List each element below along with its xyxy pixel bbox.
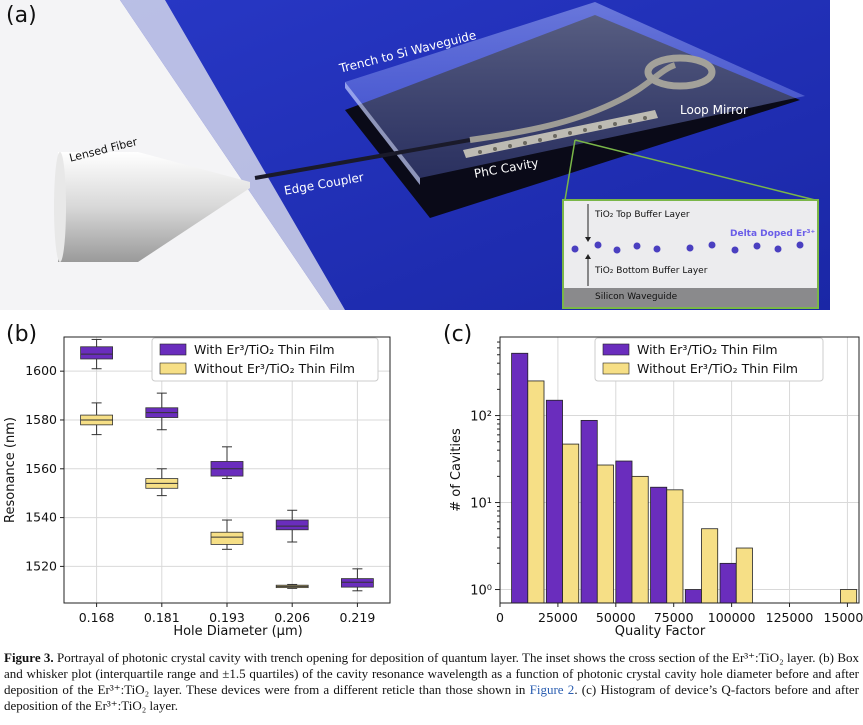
c-bar-with	[545, 399, 563, 604]
figure-caption: Figure 3. Portrayal of photonic crystal …	[4, 650, 859, 714]
c-bar-without	[562, 443, 580, 604]
c-bar-without	[666, 489, 684, 604]
b-xtick-label: 0.168	[79, 610, 115, 625]
c-xtick-label: 50000	[596, 610, 636, 625]
c-legend: With Er³/TiO₂ Thin Film Without Er³/TiO₂…	[594, 337, 824, 382]
erbium-ions	[571, 241, 804, 254]
b-legend-without: Without Er³/TiO₂ Thin Film	[194, 361, 355, 376]
b-ytick-label: 1560	[25, 461, 57, 476]
inset-top-buffer: TiO₂ Top Buffer Layer	[595, 210, 690, 220]
label-loop-mirror: Loop Mirror	[680, 103, 748, 117]
c-xlabel: Quality Factor	[615, 624, 706, 639]
c-bar-with	[615, 460, 633, 604]
c-xtick-label: 125000	[766, 610, 814, 625]
c-xtick-label: 25000	[538, 610, 578, 625]
b-box-rect	[210, 531, 244, 545]
b-legend-swatch-without	[159, 362, 187, 375]
b-xtick-label: 0.219	[340, 610, 376, 625]
inset-delta-doped: Delta Doped Er³⁺	[730, 229, 816, 239]
b-ytick-label: 1520	[25, 558, 57, 573]
b-ytick-label: 1600	[25, 363, 57, 378]
c-bar-with	[650, 486, 668, 604]
b-box-rect	[340, 578, 374, 588]
b-xtick-label: 0.206	[274, 610, 310, 625]
c-bar-with	[684, 589, 702, 604]
panel-a: (a) Trench to Si Waveguide Loop Mirror L…	[0, 0, 863, 310]
silicon-waveguide-path	[469, 62, 677, 143]
caption-tail: . (c) Histogram of device’s Q-factors be…	[4, 682, 859, 713]
c-legend-with: With Er³/TiO₂ Thin Film	[637, 342, 778, 357]
caption-title: Figure 3.	[4, 650, 54, 665]
c-bar-without	[631, 475, 649, 604]
c-bar-without	[701, 528, 719, 604]
c-bar-without	[527, 380, 545, 604]
c-bar-with	[580, 419, 598, 604]
box-plot-chart: 1520 1540 1560 1580 1600 0.168 0.181 0.193 0.20…	[3, 336, 391, 639]
c-legend-swatch-with	[602, 343, 630, 356]
c-bar-with	[719, 562, 737, 604]
b-box-with	[145, 392, 179, 431]
b-box-with	[80, 338, 113, 370]
b-box-without	[80, 402, 113, 436]
b-box-rect	[275, 519, 309, 531]
c-ytick-label: 10²	[470, 410, 492, 425]
c-ytick-label: 10¹	[470, 497, 492, 512]
c-bar-without	[596, 464, 614, 604]
c-bar-without	[840, 589, 858, 604]
trench-glass	[345, 2, 805, 178]
c-legend-swatch-without	[602, 362, 630, 375]
b-legend: With Er³/TiO₂ Thin Film Without Er³/TiO₂…	[151, 337, 379, 382]
c-bar-without	[735, 547, 753, 604]
c-bar-with	[511, 352, 529, 604]
c-ylabel: # of Cavities	[449, 428, 464, 512]
c-xtick-label: 0	[496, 610, 504, 625]
b-box-with	[340, 568, 374, 592]
histogram-chart: 10⁰ 10¹ 10² 0 25000 50000 75000 100000 125000 15…	[449, 336, 863, 639]
caption-text: Portrayal of photonic crystal cavity wit…	[4, 650, 859, 697]
b-ylabel: Resonance (nm)	[3, 417, 18, 523]
cross-section-inset	[562, 199, 819, 309]
c-xtick-label: 150000	[824, 610, 863, 625]
b-xtick-label: 0.193	[209, 610, 245, 625]
b-legend-with: With Er³/TiO₂ Thin Film	[194, 342, 335, 357]
inset-bottom-buffer: TiO₂ Bottom Buffer Layer	[595, 266, 708, 276]
c-xtick-label: 100000	[708, 610, 756, 625]
loop-mirror-shape	[644, 54, 716, 90]
b-ytick-label: 1580	[25, 412, 57, 427]
panel-a-label: (a)	[6, 3, 37, 28]
b-box-without	[210, 519, 244, 550]
b-box-with	[275, 509, 309, 543]
panel-b-label: (b)	[6, 322, 38, 347]
caption-figure-link[interactable]: Figure 2	[529, 682, 575, 697]
b-xlabel: Hole Diameter (μm)	[173, 624, 302, 639]
b-box-without	[275, 583, 309, 589]
lensed-fiber	[54, 152, 250, 262]
c-legend-without: Without Er³/TiO₂ Thin Film	[637, 361, 798, 376]
b-box-without	[145, 468, 179, 497]
c-ytick-label: 10⁰	[470, 584, 492, 599]
b-xtick-label: 0.181	[144, 610, 180, 625]
c-xtick-label: 75000	[654, 610, 694, 625]
panel-c-label: (c)	[443, 322, 473, 347]
b-ytick-label: 1540	[25, 510, 57, 525]
b-box-rect	[80, 346, 113, 360]
phc-holes	[478, 116, 647, 154]
inset-silicon-waveguide: Silicon Waveguide	[595, 292, 678, 302]
device-illustration	[0, 0, 830, 310]
b-box-with	[210, 446, 244, 480]
edge-coupler-waveguide	[254, 138, 471, 180]
b-legend-swatch-with	[159, 343, 187, 356]
